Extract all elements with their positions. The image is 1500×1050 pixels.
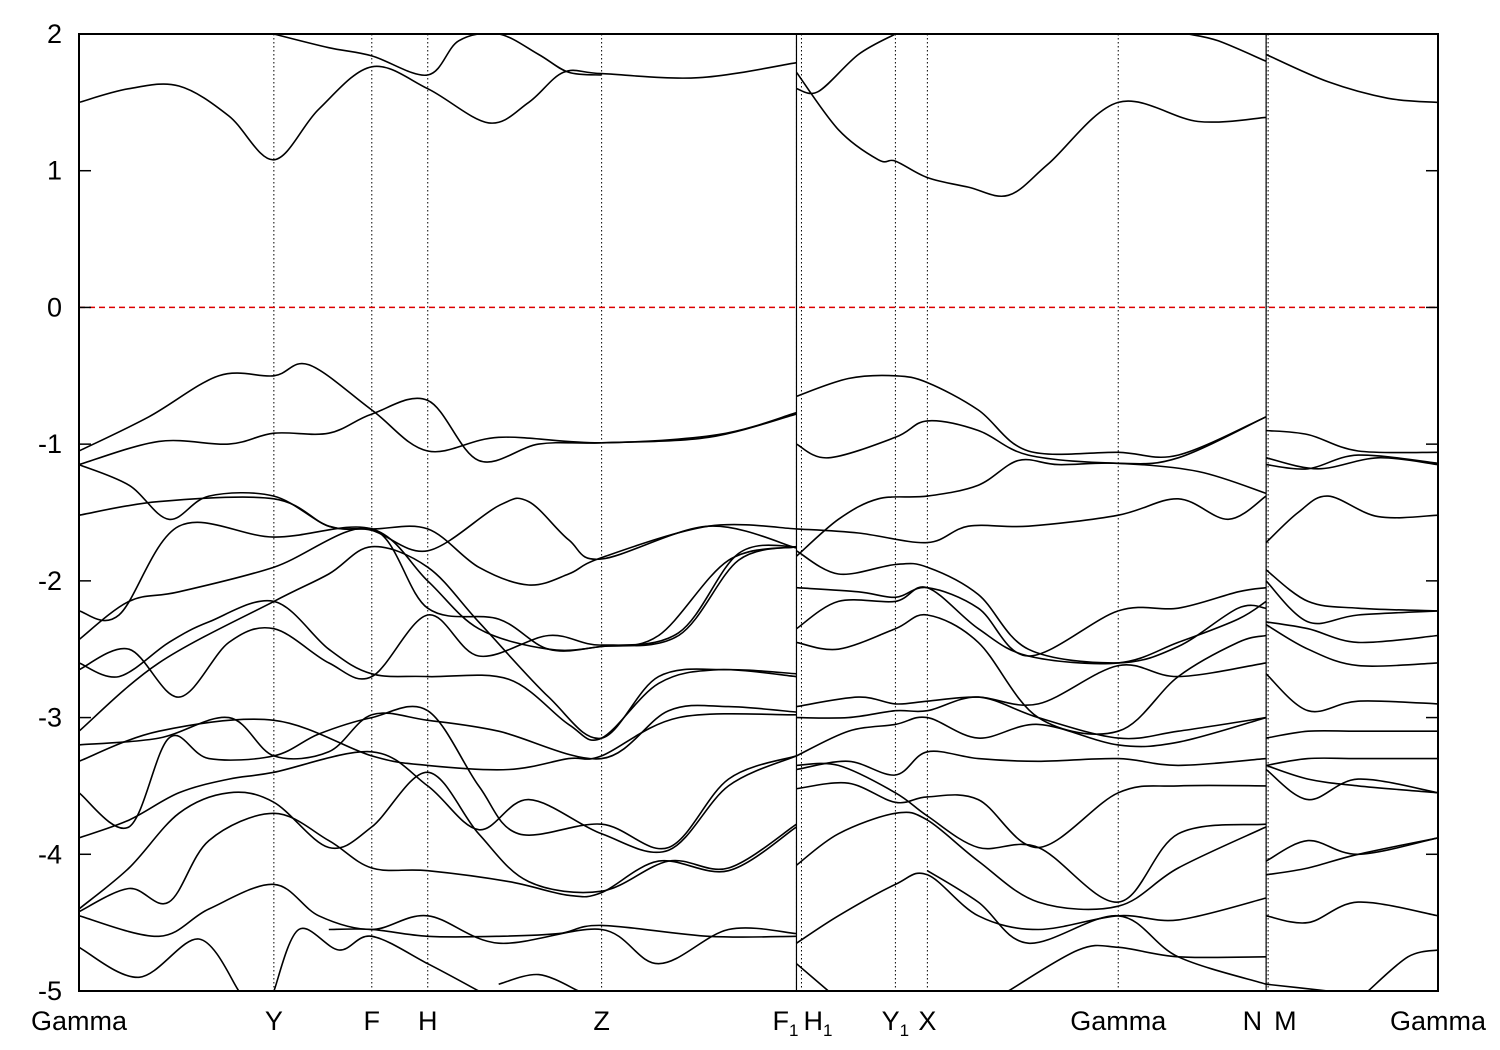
ytick-label-1: -4 [38,839,62,869]
ytick-label-6: 1 [47,156,62,186]
kpoint-label-11: M [1274,1006,1297,1036]
band-17-segment-0 [79,883,797,965]
kpoint-label-0: Gamma [31,1006,128,1036]
band-3-segment-0 [79,397,797,466]
ytick-label-4: -1 [38,429,62,459]
band-3-segment-1 [796,416,1267,465]
band-10-segment-0 [79,545,797,740]
band-5-segment-1 [795,458,1267,557]
band-4-segment-0 [79,496,797,586]
band-2-segment-1 [796,374,1267,459]
kpoint-label-9: Gamma [1070,1006,1167,1036]
kpoint-label-sub-5: 1 [789,1021,798,1040]
kpoint-label-3: H [418,1006,438,1036]
kpoint-label-10: N [1243,1006,1263,1036]
band-17-segment-1 [796,872,1267,944]
band-4-segment-2 [1265,495,1438,544]
kpoint-label-4: Z [593,1006,610,1036]
ytick-label-5: 0 [47,292,62,322]
band-18-segment-1 [328,924,797,938]
band-16-segment-0 [79,812,797,913]
band-1-segment-1 [796,34,896,95]
band-17-segment-2 [1265,901,1438,924]
band-16-segment-2 [1265,837,1438,876]
band-14-segment-2 [1265,768,1438,801]
band-19-segment-0 [273,927,480,991]
band-12-segment-1 [796,716,1267,757]
band-0-segment-0 [79,61,797,161]
ytick-label-7: 2 [47,19,62,49]
ytick-label-3: -2 [38,566,62,596]
band-0-segment-1 [795,71,1267,197]
band-0-segment-2 [1265,53,1438,104]
band-6-segment-0 [79,521,797,652]
band-5-segment-2 [1266,454,1438,470]
plot-frame [78,33,1439,992]
band-1-segment-0 [273,34,602,76]
kpoint-label-2: F [364,1006,381,1036]
kpoint-label-1: Y [265,1006,283,1036]
y-axis-ticks: -5 -4 -3 -2 -1 0 1 2 [38,19,1438,1006]
band-15-segment-1 [796,762,1267,903]
band-13-segment-0 [79,705,797,850]
band-13-segment-2 [1265,764,1438,794]
band-6-segment-1 [796,550,1267,664]
band-6-segment-2 [1265,621,1438,644]
band-19-segment-2 [926,870,1267,985]
band-8-segment-2 [1265,580,1438,625]
bands-group [79,34,1438,991]
band-12-segment-0 [79,712,797,771]
band-10-segment-2 [1265,673,1438,713]
band-13-segment-1 [796,750,1267,776]
band-12-segment-2 [1265,757,1438,767]
ytick-label-2: -3 [38,703,62,733]
band-2-segment-2 [1266,429,1438,454]
kpoint-separator-lines [273,34,1269,991]
band-15-segment-2 [1265,837,1438,862]
kpoint-label-8: X [918,1006,936,1036]
band-11-segment-0 [79,704,797,760]
ytick-label-0: -5 [38,976,62,1006]
band-19-segment-1 [498,973,579,991]
kpoint-label-sub-6: 1 [823,1021,832,1040]
band-11-segment-1 [796,696,1267,740]
band-11-segment-2 [1265,729,1438,739]
band-14-segment-0 [79,750,797,854]
band-18-segment-0 [79,938,240,991]
band-8-segment-0 [79,599,797,742]
band-8-segment-1 [796,586,1267,665]
band-14-segment-1 [796,781,1267,849]
band-9-segment-1 [796,613,1267,735]
band-18-segment-5 [1367,949,1438,991]
band-7-segment-1 [796,586,1267,657]
kpoint-label-12: Gamma [1390,1006,1487,1036]
band-18-segment-2 [795,963,829,991]
band-5-segment-0 [79,463,797,561]
kpoint-label-sub-7: 1 [900,1021,909,1040]
band-4-segment-1 [796,495,1267,544]
band-9-segment-2 [1265,623,1438,668]
band-18-segment-3 [1007,944,1267,991]
band-7-segment-0 [79,527,797,652]
band-9-segment-0 [79,544,797,698]
band-7-segment-2 [1265,569,1438,612]
band-1-segment-2 [1188,34,1267,63]
band-16-segment-1 [796,811,1267,911]
